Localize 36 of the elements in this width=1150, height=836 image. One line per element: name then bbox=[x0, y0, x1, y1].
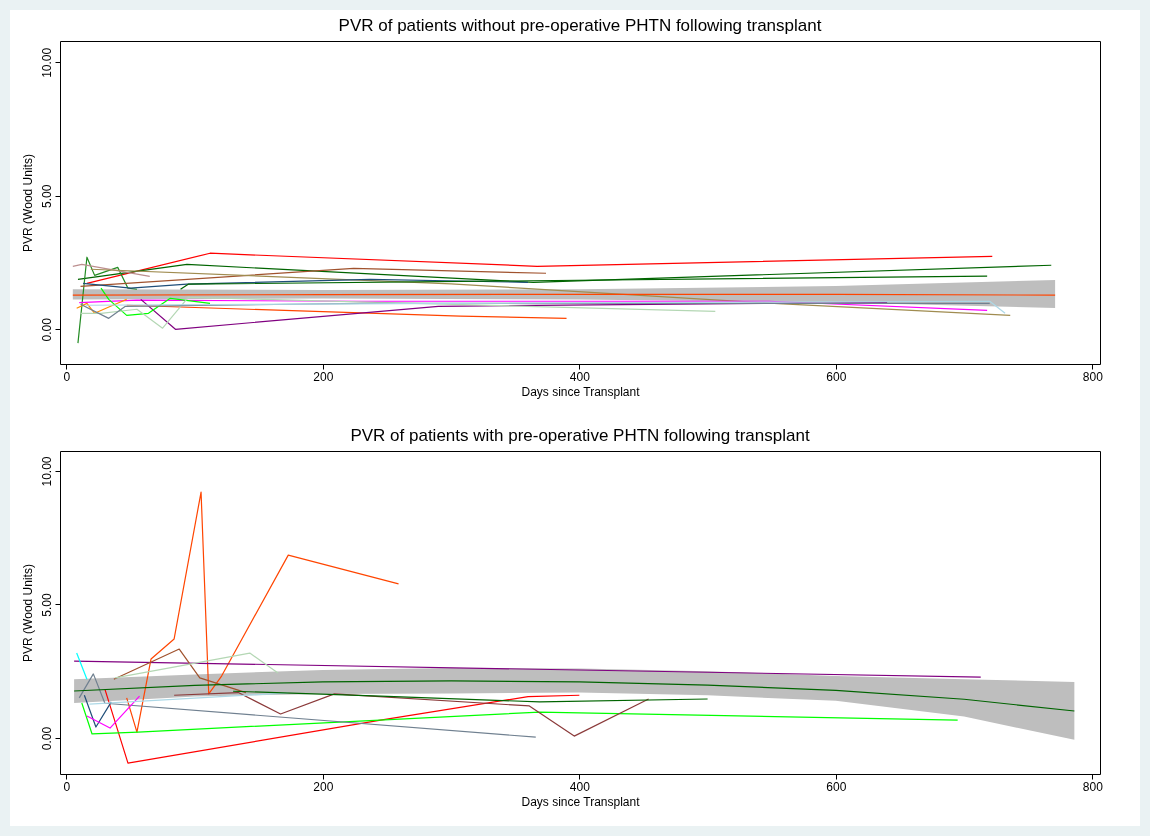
line-series bbox=[232, 690, 709, 703]
y-tick-label: 0.00 bbox=[39, 317, 54, 342]
y-tick-label: 10.00 bbox=[39, 456, 54, 487]
x-tick-label: 400 bbox=[569, 779, 591, 794]
line-series bbox=[77, 256, 138, 344]
x-tick-label: 0 bbox=[63, 369, 71, 384]
y-tick-label: 10.00 bbox=[39, 47, 54, 78]
line-series bbox=[86, 252, 993, 284]
y-axis-title: PVR (Wood Units) bbox=[20, 564, 35, 662]
x-axis-title: Days since Transplant bbox=[521, 384, 641, 399]
line-series bbox=[78, 673, 537, 738]
chart-title: PVR of patients with pre-operative PHTN following transplant bbox=[350, 426, 810, 445]
line-series bbox=[113, 648, 247, 694]
line-series bbox=[81, 702, 959, 735]
y-tick-label: 0.00 bbox=[39, 726, 54, 751]
line-series bbox=[76, 298, 128, 314]
y-tick-label: 5.00 bbox=[39, 592, 54, 617]
x-tick-label: 600 bbox=[826, 779, 847, 794]
line-series bbox=[90, 268, 1011, 317]
x-tick-label: 800 bbox=[1082, 369, 1104, 384]
y-axis-title: PVR (Wood Units) bbox=[20, 154, 35, 252]
x-tick-label: 200 bbox=[313, 779, 334, 794]
line-series bbox=[126, 491, 400, 733]
line-series bbox=[85, 300, 1006, 314]
line-series bbox=[104, 688, 580, 764]
x-tick-label: 200 bbox=[313, 369, 334, 384]
x-tick-label: 800 bbox=[1082, 779, 1104, 794]
line-series bbox=[73, 680, 1075, 712]
x-tick-label: 600 bbox=[826, 369, 847, 384]
x-tick-label: 400 bbox=[569, 369, 591, 384]
line-series bbox=[79, 296, 716, 329]
x-axis-title: Days since Transplant bbox=[521, 794, 641, 809]
y-tick-label: 5.00 bbox=[39, 184, 54, 209]
x-tick-label: 0 bbox=[63, 779, 71, 794]
line-series bbox=[100, 287, 211, 317]
chart-title: PVR of patients without pre-operative PHTN following transplant bbox=[338, 16, 822, 35]
